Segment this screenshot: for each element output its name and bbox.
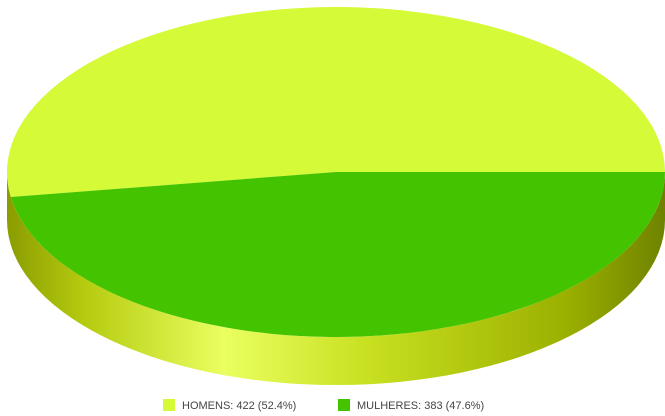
legend-swatch-mulheres bbox=[338, 399, 350, 411]
legend: HOMENS: 422 (52.4%) MULHERES: 383 (47.6%… bbox=[163, 399, 484, 412]
pie-slice-homens bbox=[7, 7, 665, 198]
legend-label-homens: HOMENS: 422 (52.4%) bbox=[182, 400, 296, 412]
legend-swatch-homens bbox=[163, 399, 175, 411]
pie-side-homens bbox=[7, 172, 665, 385]
legend-label-mulheres: MULHERES: 383 (47.6%) bbox=[357, 400, 484, 412]
pie-slice-mulheres bbox=[10, 172, 665, 338]
